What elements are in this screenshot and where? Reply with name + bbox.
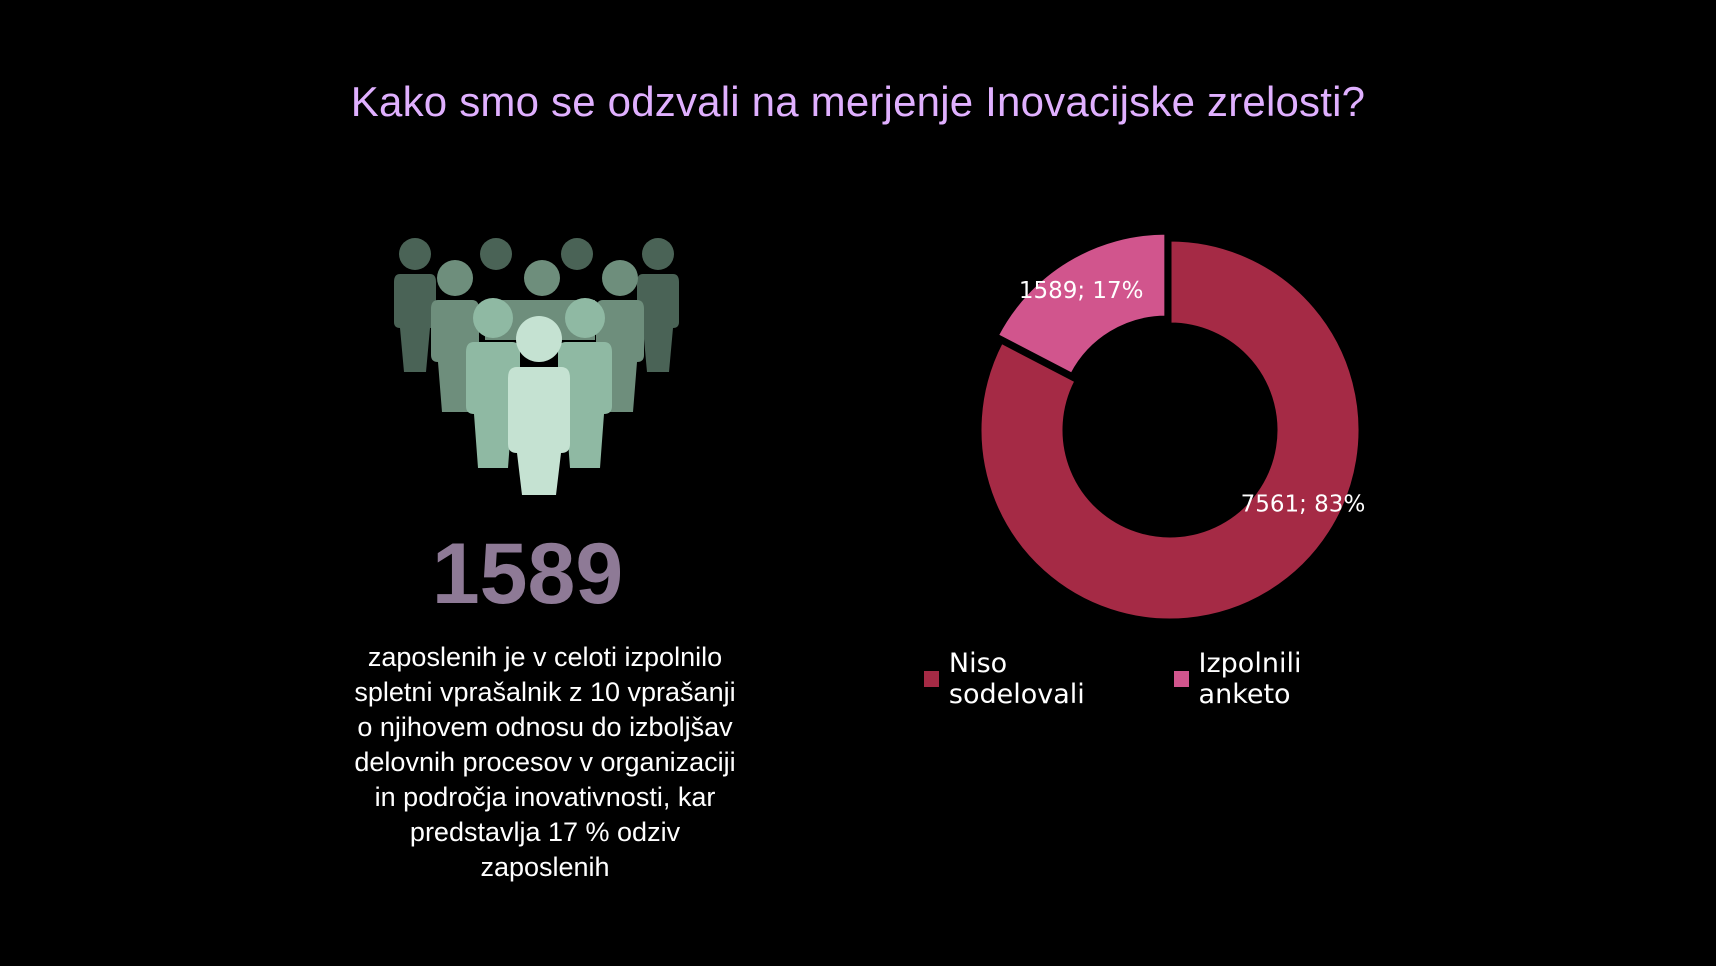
description-line: spletni vprašalnik z 10 vprašanji: [354, 677, 736, 707]
donut-chart: 7561; 83% 1589; 17%: [978, 231, 1366, 622]
legend-swatch-niso-sodelovali: [924, 671, 939, 687]
description-text: zaposlenih je v celoti izpolnilo spletni…: [320, 640, 770, 885]
description-line: zaposlenih je v celoti izpolnilo: [367, 642, 723, 672]
donut-data-label: 1589; 17%: [1019, 278, 1144, 304]
donut-slice-izpolnili-anketo: [995, 231, 1168, 377]
description-line: o njihovem odnosu do izboljšav: [357, 712, 733, 742]
chart-legend: Niso sodelovali Izpolnili anketo: [924, 648, 1424, 710]
legend-label: Niso sodelovali: [948, 648, 1085, 710]
description-line: delovnih procesov v organizaciji: [354, 747, 736, 777]
description-line: zaposlenih: [480, 852, 610, 882]
donut-slice-niso-sodelovali: [978, 238, 1362, 622]
donut-data-label: 7561; 83%: [1241, 492, 1366, 518]
legend-label: Izpolnili anketo: [1198, 648, 1302, 710]
people-group-icon: [394, 238, 679, 495]
legend-item-niso-sodelovali: Niso sodelovali: [924, 648, 1138, 710]
page-title: Kako smo se odzvali na merjenje Inovacij…: [350, 78, 1366, 125]
description-line: predstavlja 17 % odziv: [409, 817, 681, 847]
legend-item-izpolnili-anketo: Izpolnili anketo: [1173, 648, 1388, 710]
description-line: in področja inovativnosti, kar: [374, 782, 716, 812]
legend-swatch-izpolnili-anketo: [1173, 671, 1189, 687]
respondents-count: 1589: [431, 526, 624, 622]
